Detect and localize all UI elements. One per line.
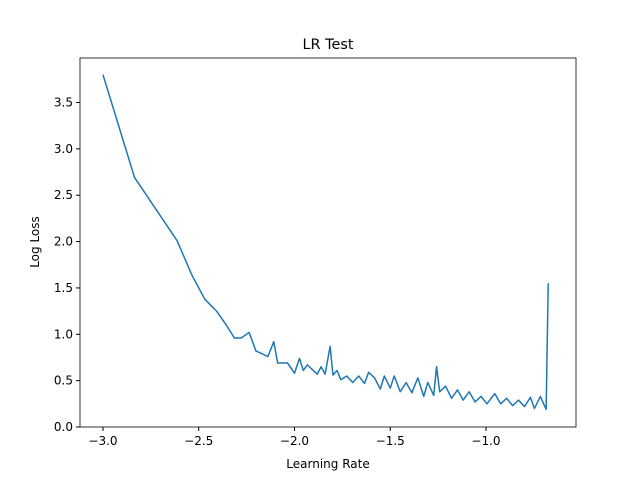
x-tick-label: −3.0 <box>88 434 117 448</box>
x-tick-label: −2.5 <box>184 434 213 448</box>
y-tick-label: 0.5 <box>54 374 73 388</box>
x-tick-label: −1.5 <box>376 434 405 448</box>
y-tick-label: 1.0 <box>54 327 73 341</box>
chart-title: LR Test <box>303 37 354 53</box>
plot-frame <box>79 57 577 428</box>
y-tick-label: 3.0 <box>54 142 73 156</box>
loss-line <box>102 74 549 411</box>
x-tick-label: −1.0 <box>471 434 500 448</box>
y-tick-label: 2.5 <box>54 188 73 202</box>
y-tick-label: 2.0 <box>54 235 73 249</box>
y-tick-label: 3.5 <box>54 96 73 110</box>
y-tick-label: 1.5 <box>54 281 73 295</box>
x-axis-label: Learning Rate <box>286 457 369 471</box>
y-axis-label: Log Loss <box>28 216 42 268</box>
y-tick-label: 0.0 <box>54 420 73 434</box>
x-tick-label: −2.0 <box>280 434 309 448</box>
